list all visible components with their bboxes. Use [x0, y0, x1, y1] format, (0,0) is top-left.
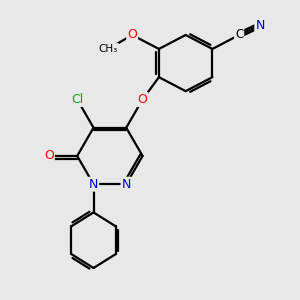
- Text: N: N: [255, 19, 265, 32]
- Text: O: O: [127, 28, 137, 41]
- Text: N: N: [89, 178, 98, 191]
- Text: N: N: [122, 178, 131, 191]
- Text: O: O: [138, 93, 148, 106]
- Text: Cl: Cl: [71, 93, 83, 106]
- Text: O: O: [44, 149, 54, 162]
- Text: CH₃: CH₃: [99, 44, 118, 54]
- Text: C: C: [235, 28, 243, 41]
